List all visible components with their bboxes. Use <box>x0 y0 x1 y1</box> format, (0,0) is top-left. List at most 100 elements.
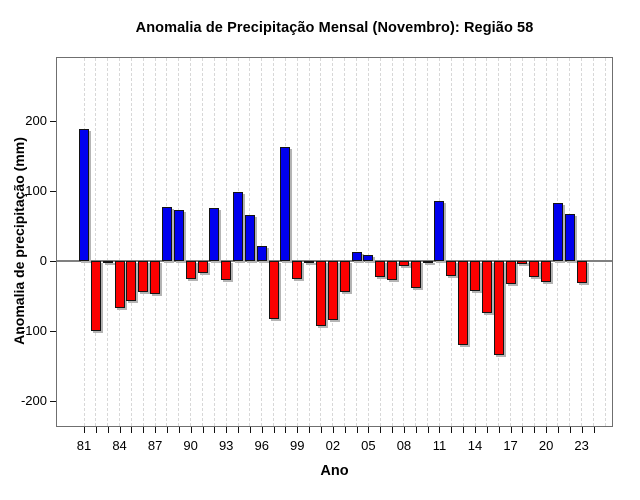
year-gridline <box>498 58 500 426</box>
x-tick <box>285 427 287 433</box>
x-tick <box>392 427 394 433</box>
x-tick-label: 23 <box>574 438 589 453</box>
bar-1991 <box>197 260 208 273</box>
x-tick <box>155 427 157 433</box>
bar-2015 <box>481 260 492 313</box>
bar-1989 <box>173 209 184 261</box>
year-gridline <box>308 58 310 426</box>
bar-2002 <box>327 260 338 321</box>
bar-2018 <box>517 260 528 264</box>
y-tick-label: 200 <box>25 112 47 128</box>
bar-1990 <box>185 260 196 280</box>
bar-2001 <box>315 260 326 326</box>
bar-2000 <box>304 260 315 263</box>
bar-2011 <box>434 200 445 261</box>
year-gridline <box>379 58 381 426</box>
year-gridline <box>332 58 334 426</box>
x-tick <box>403 427 405 433</box>
bar-2010 <box>422 260 433 263</box>
year-gridline <box>427 58 429 426</box>
x-tick <box>226 427 228 433</box>
x-tick <box>581 427 583 433</box>
year-gridline <box>462 58 464 426</box>
x-tick-label: 14 <box>467 438 483 453</box>
bar-1981 <box>79 129 89 261</box>
bar-2005 <box>363 255 374 261</box>
bar-2014 <box>470 260 481 291</box>
year-gridline <box>450 58 452 426</box>
year-gridline <box>202 58 203 426</box>
x-tick <box>486 427 488 433</box>
bar-1983 <box>102 260 113 263</box>
year-gridline <box>604 58 606 426</box>
x-tick-label: 93 <box>218 438 234 453</box>
bar-2019 <box>529 260 540 277</box>
year-gridline <box>296 58 298 426</box>
x-tick <box>190 427 192 433</box>
year-gridline <box>107 58 109 426</box>
year-gridline <box>130 58 132 426</box>
plot-area <box>56 57 613 427</box>
bar-1994 <box>233 192 244 261</box>
x-axis-title: Ano <box>320 463 349 479</box>
bar-1995 <box>244 214 255 261</box>
x-tick <box>320 427 322 433</box>
x-tick <box>534 427 536 433</box>
x-tick <box>463 427 465 433</box>
bar-2009 <box>410 260 421 289</box>
bar-1998 <box>280 146 291 261</box>
x-tick-label: 02 <box>325 438 341 453</box>
x-tick <box>368 427 370 433</box>
bar-2020 <box>541 260 552 282</box>
x-tick <box>557 427 559 433</box>
year-gridline <box>521 58 523 426</box>
x-tick <box>297 427 299 433</box>
year-gridline <box>391 58 393 426</box>
year-gridline <box>273 58 275 426</box>
bar-1992 <box>209 208 220 261</box>
x-tick-label: 87 <box>147 438 163 453</box>
x-tick <box>273 427 275 433</box>
x-tick <box>427 427 429 433</box>
x-tick <box>356 427 358 433</box>
x-tick <box>309 427 311 433</box>
bar-1984 <box>114 260 125 308</box>
year-gridline <box>225 58 227 426</box>
x-tick-label: 99 <box>290 438 305 453</box>
year-gridline <box>486 58 488 426</box>
x-tick-label: 20 <box>538 438 554 453</box>
x-tick <box>143 427 145 433</box>
bar-2006 <box>375 260 386 277</box>
bar-2007 <box>387 260 398 280</box>
x-tick-label: 08 <box>396 438 412 453</box>
x-tick <box>546 427 548 433</box>
x-tick <box>510 427 512 433</box>
bar-2023 <box>576 260 587 283</box>
x-tick-label: 96 <box>254 438 269 453</box>
x-tick <box>131 427 133 433</box>
x-tick <box>166 427 168 433</box>
year-gridline <box>545 58 547 426</box>
bar-1986 <box>138 260 149 292</box>
x-tick <box>84 427 85 433</box>
year-gridline <box>95 58 97 426</box>
year-gridline <box>356 58 358 426</box>
bar-1993 <box>221 260 232 280</box>
bar-2012 <box>446 260 457 276</box>
x-tick-label: 05 <box>361 438 376 453</box>
x-tick <box>249 427 251 433</box>
x-tick <box>498 427 500 433</box>
x-tick <box>178 427 180 433</box>
bar-2022 <box>564 214 575 261</box>
bar-2017 <box>505 260 516 284</box>
x-tick-label: 11 <box>432 438 447 453</box>
bar-2013 <box>458 260 469 345</box>
x-tick <box>214 427 216 433</box>
year-gridline <box>510 58 512 426</box>
year-gridline <box>403 58 405 426</box>
y-tick-label: -200 <box>20 392 47 408</box>
x-tick <box>380 427 382 433</box>
bar-1997 <box>268 260 279 319</box>
bar-2008 <box>398 260 409 266</box>
year-gridline <box>320 58 322 426</box>
